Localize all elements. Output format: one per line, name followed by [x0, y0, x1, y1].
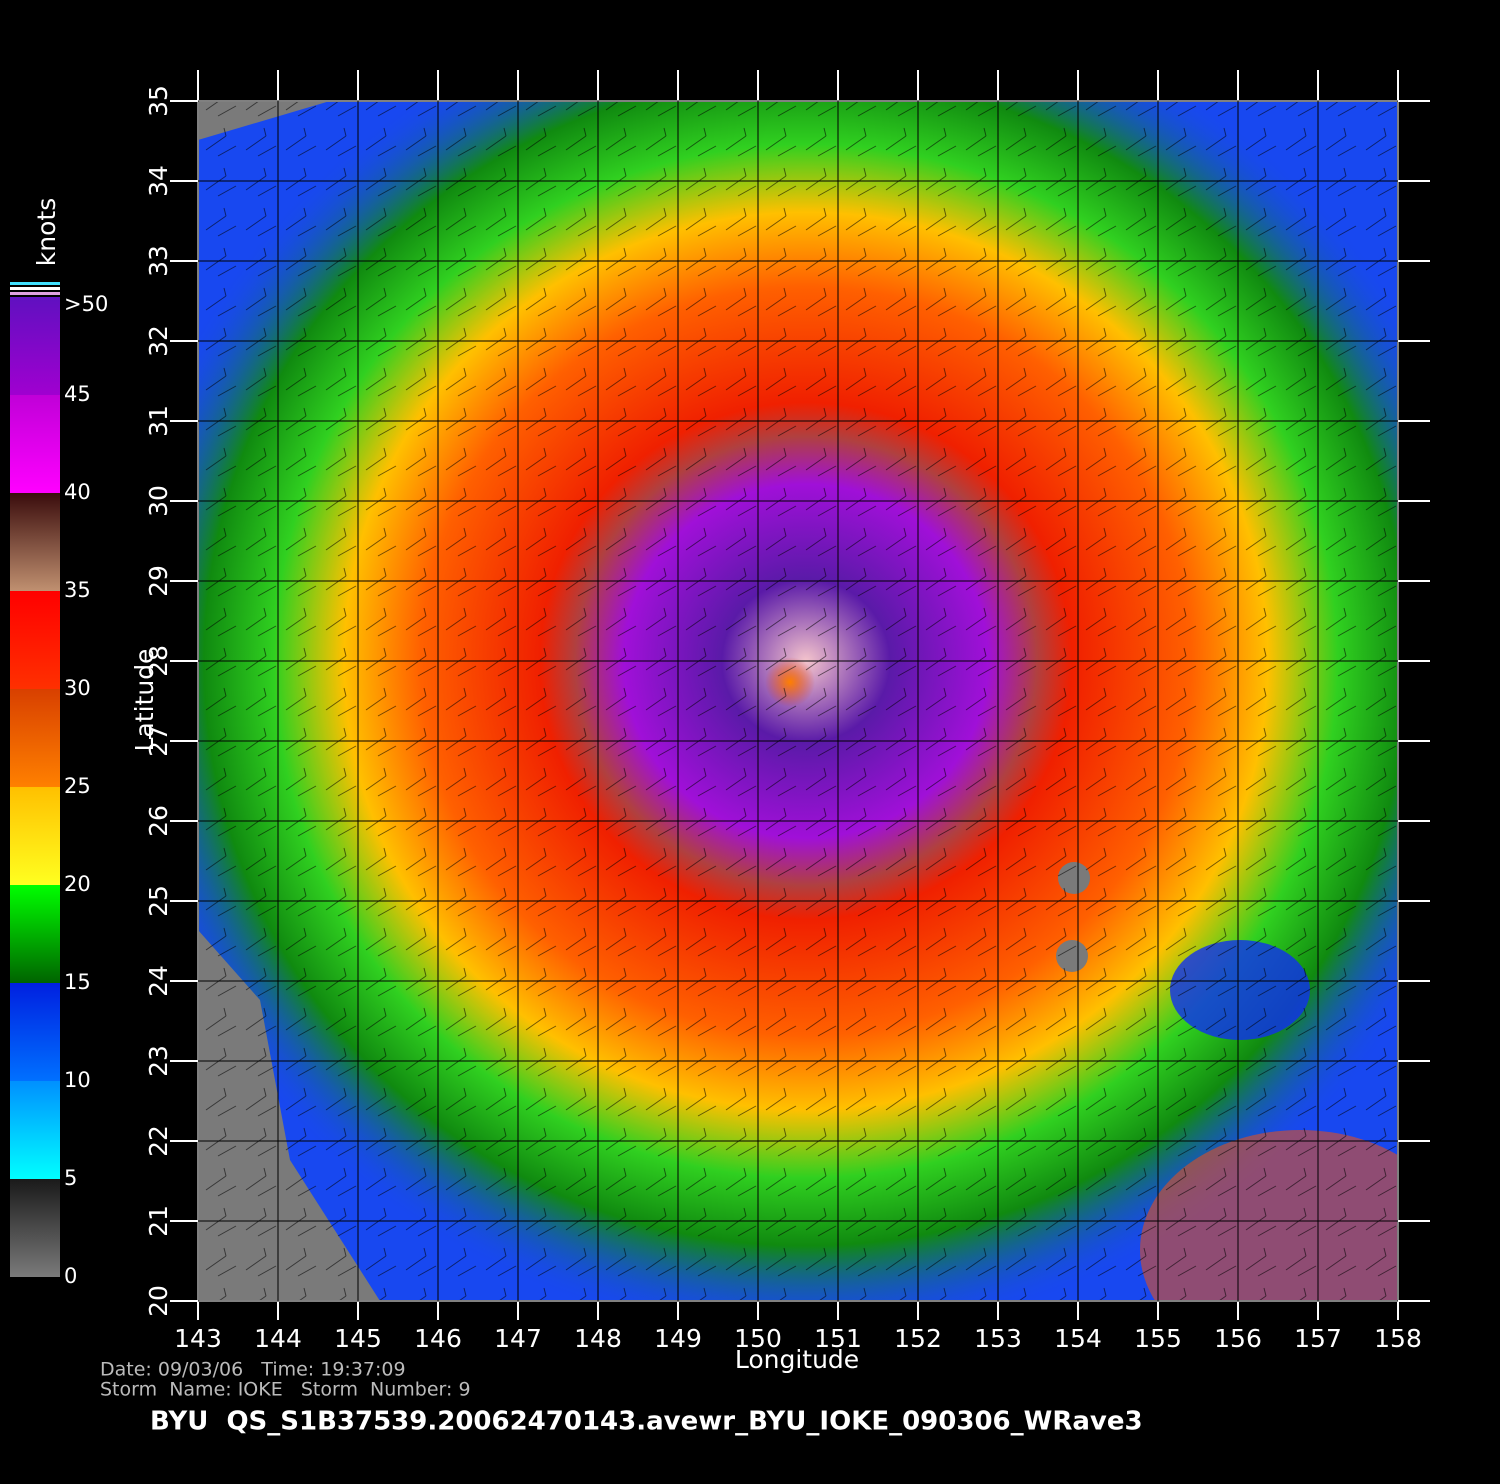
- wind-field: [198, 101, 1398, 1301]
- y-axis-label: Latitude: [130, 649, 159, 752]
- x-tick-label: 155: [1134, 1324, 1182, 1353]
- file-name: BYU QS_S1B37539.20062470143.avewr_BYU_IO…: [150, 1407, 1143, 1437]
- y-tick-label: 21: [144, 1205, 173, 1237]
- x-tick-label: 151: [814, 1324, 862, 1353]
- y-tick-label: 31: [144, 405, 173, 437]
- x-tick-label: 157: [1294, 1324, 1342, 1353]
- colorbar-tick-label: 25: [64, 774, 91, 798]
- colorbar-band: [10, 1179, 60, 1277]
- colorbar-band: [10, 297, 60, 395]
- y-tick-label: 33: [144, 245, 173, 277]
- y-tick-label: 34: [144, 165, 173, 197]
- colorbar-label: knots: [32, 198, 61, 266]
- y-tick-label: 28: [144, 645, 173, 677]
- colorbar-band: [10, 885, 60, 983]
- colorbar-tick-label: 20: [64, 872, 91, 896]
- storm-info: Storm Name: IOKE Storm Number: 9: [100, 1379, 471, 1401]
- colorbar-cap: [10, 282, 60, 285]
- x-tick-label: 150: [734, 1324, 782, 1353]
- x-tick-label: 144: [254, 1324, 302, 1353]
- colorbar-cap: [10, 292, 60, 295]
- colorbar-band: [10, 983, 60, 1081]
- y-tick-label: 32: [144, 325, 173, 357]
- colorbar-tick-label: 45: [64, 382, 91, 406]
- x-tick-label: 147: [494, 1324, 542, 1353]
- x-tick-label: 145: [334, 1324, 382, 1353]
- y-tick-label: 24: [144, 965, 173, 997]
- colorbar-tick-label: 5: [64, 1166, 77, 1190]
- colorbar-tick-label: 30: [64, 676, 91, 700]
- x-tick-label: 148: [574, 1324, 622, 1353]
- colorbar-band: [10, 1081, 60, 1179]
- colorbar-band: [10, 493, 60, 591]
- colorbar-tick-label: 40: [64, 480, 91, 504]
- x-tick-label: 158: [1374, 1324, 1422, 1353]
- x-tick-label: 146: [414, 1324, 462, 1353]
- y-tick-label: 26: [144, 805, 173, 837]
- x-tick-label: 143: [174, 1324, 222, 1353]
- y-tick-label: 27: [144, 725, 173, 757]
- date-time: Date: 09/03/06 Time: 19:37:09: [100, 1359, 406, 1381]
- x-tick-label: 149: [654, 1324, 702, 1353]
- y-tick-label: 23: [144, 1045, 173, 1077]
- colorbar-band: [10, 787, 60, 885]
- colorbar-band: [10, 689, 60, 787]
- colorbar-band: [10, 395, 60, 493]
- x-axis-label: Longitude: [735, 1345, 859, 1374]
- y-tick-label: 22: [144, 1125, 173, 1157]
- y-tick-label: 25: [144, 885, 173, 917]
- y-tick-label: 30: [144, 485, 173, 517]
- y-tick-label: 20: [144, 1285, 173, 1317]
- x-tick-label: 153: [974, 1324, 1022, 1353]
- colorbar-tick-label: >50: [64, 292, 108, 316]
- colorbar-tick-label: 35: [64, 578, 91, 602]
- x-tick-label: 152: [894, 1324, 942, 1353]
- x-tick-label: 154: [1054, 1324, 1102, 1353]
- colorbar-tick-label: 0: [64, 1264, 77, 1288]
- y-tick-label: 29: [144, 565, 173, 597]
- colorbar-tick-label: 15: [64, 970, 91, 994]
- colorbar-tick-label: 10: [64, 1068, 91, 1092]
- x-tick-label: 156: [1214, 1324, 1262, 1353]
- y-tick-label: 35: [144, 85, 173, 117]
- colorbar-band: [10, 591, 60, 689]
- colorbar-cap: [10, 287, 60, 290]
